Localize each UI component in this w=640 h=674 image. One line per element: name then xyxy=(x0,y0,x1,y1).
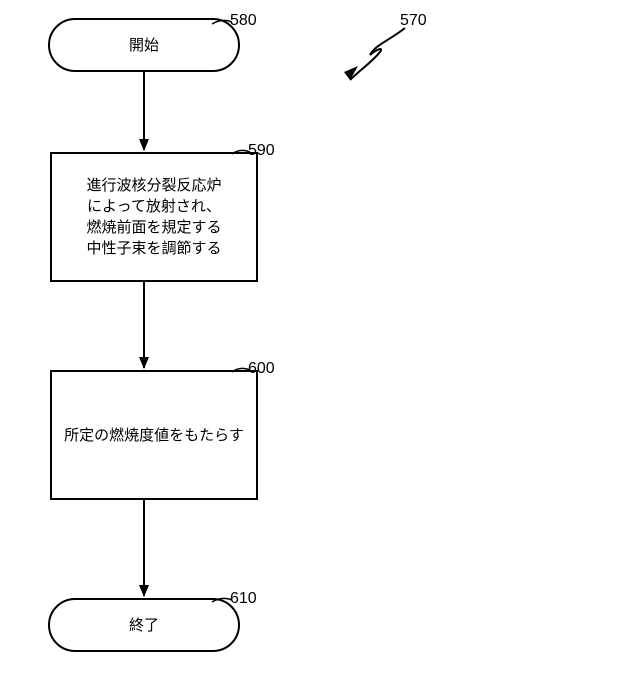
node-start-text: 開始 xyxy=(129,35,159,56)
ref-label-610: 610 xyxy=(230,590,257,608)
node-end: 終了 xyxy=(48,598,240,652)
svg-overlay xyxy=(0,0,640,674)
pointer-curve-570-head xyxy=(344,66,358,80)
ref-label-600: 600 xyxy=(248,360,275,378)
node-step1: 進行波核分裂反応炉 によって放射され、 燃焼前面を規定する 中性子束を調節する xyxy=(50,152,258,282)
ref-label-580: 580 xyxy=(230,12,257,30)
flowchart-canvas: 開始 580 進行波核分裂反応炉 によって放射され、 燃焼前面を規定する 中性子… xyxy=(0,0,640,674)
ref-label-570: 570 xyxy=(400,12,427,30)
node-step1-text: 進行波核分裂反応炉 によって放射され、 燃焼前面を規定する 中性子束を調節する xyxy=(86,175,221,259)
ref-label-590: 590 xyxy=(248,142,275,160)
node-step2: 所定の燃焼度値をもたらす xyxy=(50,370,258,500)
node-step2-text: 所定の燃焼度値をもたらす xyxy=(64,425,244,446)
node-end-text: 終了 xyxy=(129,615,159,636)
pointer-curve-570 xyxy=(350,28,405,80)
node-start: 開始 xyxy=(48,18,240,72)
